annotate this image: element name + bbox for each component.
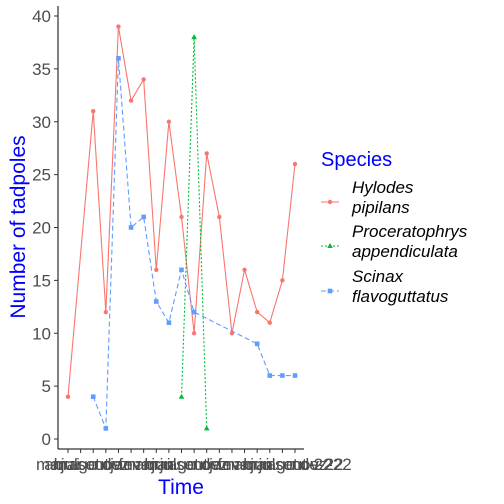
data-point: [116, 24, 121, 29]
data-point: [191, 331, 197, 336]
x-tick-label: fev: [118, 455, 141, 474]
data-point: [128, 225, 134, 230]
y-tick-label: 30: [32, 113, 51, 132]
data-point: [178, 393, 185, 399]
x-tick-label: mai: [242, 455, 269, 474]
data-point: [280, 278, 285, 283]
x-tick-label: set: [77, 455, 100, 474]
series-line: [180, 37, 208, 429]
legend-label: Proceratophrys: [352, 222, 468, 241]
data-point: [267, 320, 272, 325]
y-tick-label: 5: [42, 377, 51, 396]
data-point: [280, 373, 285, 378]
x-tick-label: nov: [193, 455, 221, 474]
data-point: [242, 267, 247, 272]
x-tick-label: mar: [127, 455, 157, 474]
y-tick-label: 15: [32, 271, 51, 290]
x-tick-label: jan: [109, 455, 133, 474]
x-tick-label: jul: [159, 455, 177, 474]
legend-label: Scinax: [352, 267, 404, 286]
y-axis-ticks: 0 5 10 15 20 25 30 35 40: [32, 7, 58, 449]
y-tick-label: 10: [32, 324, 51, 343]
data-point: [128, 98, 134, 103]
x-tick-label: abr: [135, 455, 160, 474]
data-point: [103, 426, 109, 431]
series-line: [92, 58, 295, 429]
x-tick-label: nov-22: [292, 455, 344, 474]
y-tick-label: 25: [32, 166, 51, 185]
legend-label: pipilans: [351, 198, 410, 217]
data-point: [90, 394, 96, 399]
x-tick-label: mar: [36, 455, 66, 474]
x-tick-label: out: [184, 455, 208, 474]
data-point: [116, 56, 121, 61]
data-point: [65, 394, 71, 399]
data-point: [166, 119, 172, 124]
legend-label: flavoguttatus: [352, 287, 449, 306]
x-tick-label: nov: [94, 455, 122, 474]
data-point: [179, 267, 184, 273]
data-point: [204, 151, 209, 156]
data-point: [154, 267, 159, 272]
x-tick-label: dez-22: [300, 455, 352, 474]
data-point: [327, 243, 333, 248]
data-point: [292, 373, 298, 378]
x-tick-label: jul: [258, 455, 276, 474]
x-tick-label: set: [275, 455, 298, 474]
y-tick-label: 40: [32, 7, 51, 26]
x-tick-label: ago: [267, 455, 295, 474]
data-point: [153, 299, 159, 304]
data-point: [191, 34, 197, 40]
x-tick-label: fev: [217, 455, 240, 474]
x-tick-label: out: [283, 455, 307, 474]
data-point: [254, 309, 260, 315]
data-point: [292, 161, 298, 167]
legend-label: Hylodes: [352, 178, 414, 197]
y-axis-title: Number of tadpoles: [7, 135, 30, 318]
series-line: [67, 26, 296, 397]
data-point: [191, 309, 197, 315]
x-tick-label: set: [176, 455, 199, 474]
x-tick-label: ago: [168, 455, 196, 474]
data-point: [327, 288, 333, 294]
x-tick-label: -22: [308, 455, 333, 474]
y-tick-label: 0: [42, 430, 51, 449]
x-tick-label: mai: [52, 455, 79, 474]
x-tick-label: dez: [201, 455, 228, 474]
x-tick-label: mai: [143, 455, 170, 474]
data-point: [327, 199, 333, 205]
data-point: [141, 77, 146, 82]
plot-area: [65, 24, 298, 431]
x-tick-label: dez: [102, 455, 129, 474]
x-tick-label: mar: [226, 455, 256, 474]
data-point: [254, 341, 260, 347]
x-tick-label: jan: [208, 455, 232, 474]
legend-label: appendiculata: [352, 242, 458, 261]
data-point: [179, 214, 184, 220]
x-tick-label: abr: [44, 455, 69, 474]
data-point: [91, 108, 96, 114]
data-point: [203, 425, 210, 431]
data-point: [217, 214, 222, 220]
x-tick-label: out: [85, 455, 109, 474]
x-tick-label: jun: [249, 455, 273, 474]
data-point: [103, 309, 109, 315]
data-point: [267, 373, 273, 378]
data-point: [141, 214, 146, 220]
x-tick-label: ago: [69, 455, 97, 474]
y-tick-label: 20: [32, 219, 51, 238]
x-tick-label: abr: [234, 455, 259, 474]
data-point: [166, 320, 172, 325]
x-tick-label: jun: [150, 455, 174, 474]
x-axis-ticks: marabrmaijulagosetoutnovdezjanfevmarabrm…: [36, 449, 352, 474]
x-axis-title: Time: [158, 476, 204, 499]
x-tick-label: jul: [60, 455, 78, 474]
legend-title: Species: [321, 149, 392, 171]
y-tick-label: 35: [32, 60, 51, 79]
